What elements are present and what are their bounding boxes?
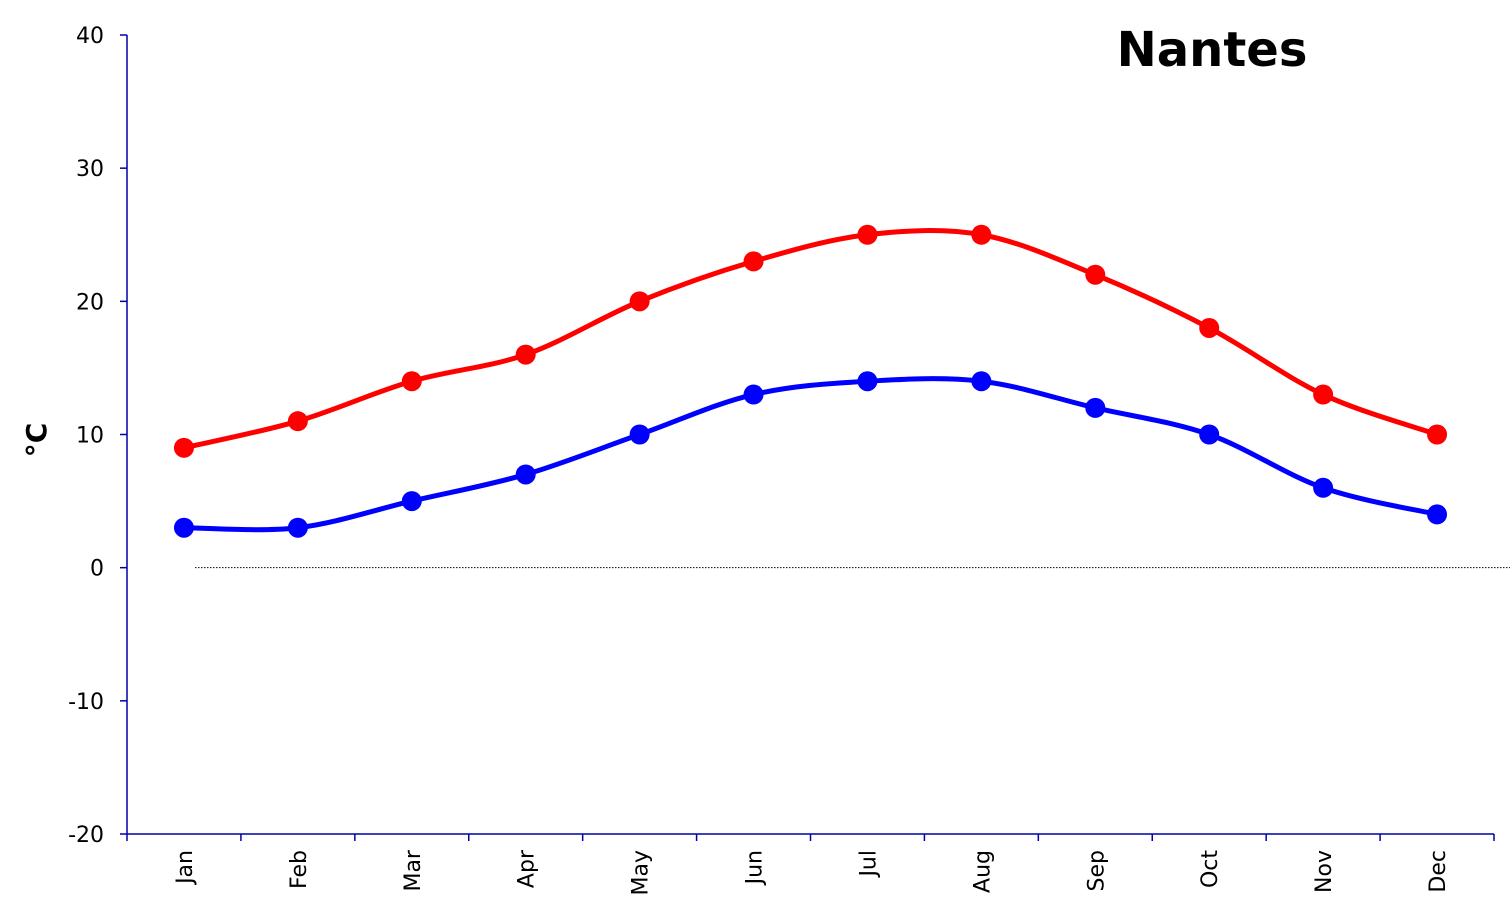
min-temperature-point xyxy=(1085,397,1106,418)
min-temperature-point xyxy=(173,517,194,538)
x-tick-label: Sep xyxy=(1084,850,1109,891)
min-temperature-series xyxy=(173,371,1448,538)
max-temperature-series xyxy=(173,224,1448,458)
max-temperature-point xyxy=(971,224,992,245)
x-tick-label: Oct xyxy=(1198,850,1223,888)
max-temperature-point xyxy=(743,251,764,272)
y-axis-ticks: 40 30 20 10 0 -10 -20 xyxy=(68,24,127,848)
y-axis-label: °C xyxy=(20,423,53,458)
min-temperature-point xyxy=(1313,477,1334,498)
x-tick-label: May xyxy=(629,850,654,895)
max-temperature-point xyxy=(173,437,194,458)
max-temperature-point xyxy=(857,224,878,245)
max-temperature-point xyxy=(1085,264,1106,285)
min-temperature-point xyxy=(1199,424,1220,445)
y-tick-label: -20 xyxy=(68,823,104,848)
min-temperature-point xyxy=(743,384,764,405)
min-temperature-point xyxy=(857,371,878,392)
max-temperature-point xyxy=(1199,317,1220,338)
axes xyxy=(126,35,1510,835)
min-temperature-point xyxy=(515,464,536,485)
x-axis-ticks: Jan Feb Mar Apr May Jun Jul Aug Sep Oct Nov Dec xyxy=(126,834,1495,895)
y-tick-label: 10 xyxy=(76,424,104,449)
x-tick-label: Feb xyxy=(287,850,312,889)
series-layer xyxy=(173,224,1448,538)
max-temperature-point xyxy=(1313,384,1334,405)
x-tick-label: Apr xyxy=(515,849,540,888)
x-tick-label: Aug xyxy=(970,850,995,893)
min-temperature-point xyxy=(629,424,650,445)
y-tick-label: 0 xyxy=(90,557,104,582)
min-temperature-point xyxy=(1427,504,1448,525)
y-tick-label: -10 xyxy=(68,690,104,715)
x-tick-label: Mar xyxy=(401,849,426,891)
x-tick-label: Jul xyxy=(856,850,881,879)
max-temperature-point xyxy=(515,344,536,365)
y-tick-label: 20 xyxy=(76,290,104,315)
max-temperature-point xyxy=(1427,424,1448,445)
y-tick-label: 40 xyxy=(76,24,104,49)
min-temperature-point xyxy=(401,491,422,512)
x-tick-label: Nov xyxy=(1312,850,1337,893)
y-tick-label: 30 xyxy=(76,157,104,182)
x-tick-label: Jun xyxy=(743,850,768,886)
min-temperature-point xyxy=(971,371,992,392)
max-temperature-point xyxy=(401,371,422,392)
min-temperature-line xyxy=(181,376,1440,533)
chart-title: Nantes xyxy=(1117,22,1308,78)
x-tick-label: Jan xyxy=(173,850,198,886)
max-temperature-line xyxy=(181,228,1440,451)
x-tick-label: Dec xyxy=(1426,850,1451,893)
max-temperature-point xyxy=(287,411,308,432)
max-temperature-point xyxy=(629,291,650,312)
min-temperature-point xyxy=(287,517,308,538)
